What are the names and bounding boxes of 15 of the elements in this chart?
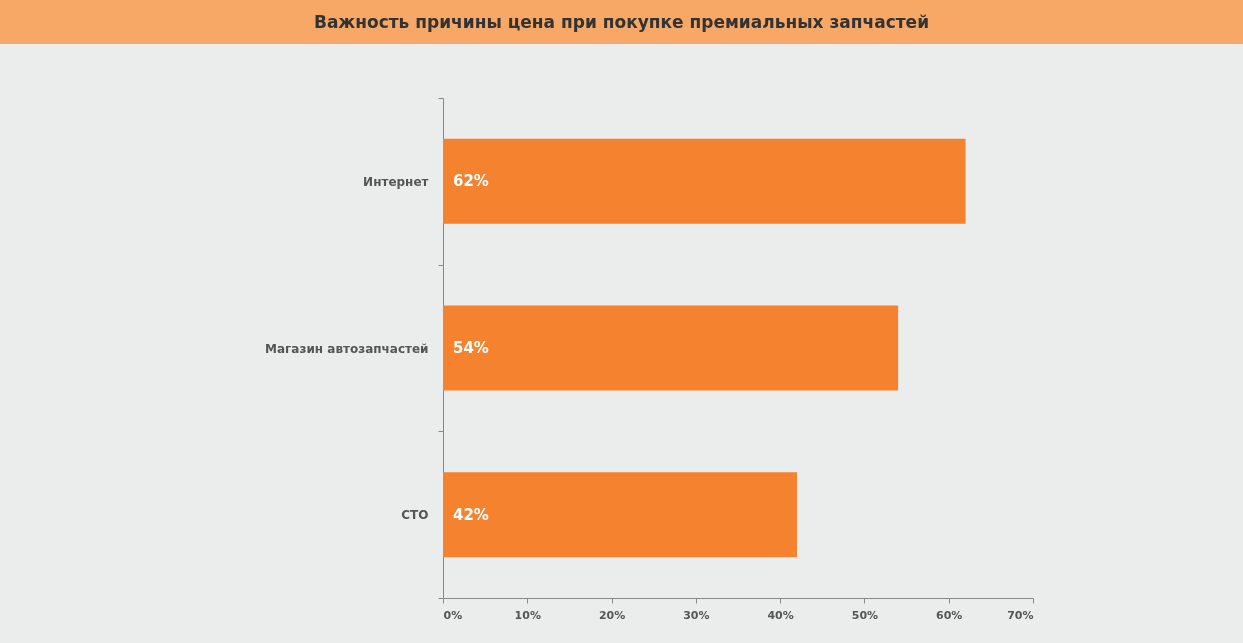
x-tick-label: 10% [514, 608, 541, 622]
x-tick-label: 30% [683, 608, 710, 622]
chart-title: Важность причины цена при покупке премиальных запчастей [0, 0, 1243, 44]
x-tick-label: 70% [1007, 608, 1034, 622]
x-tick-label: 60% [936, 608, 963, 622]
x-tick-label: 20% [598, 608, 626, 622]
data-label: 54% [453, 339, 489, 357]
x-tick-label: 40% [767, 608, 794, 622]
x-tick-label: 50% [851, 608, 879, 622]
y-tick-label: Магазин автозапчастей [265, 341, 429, 356]
y-tick-label: СТО [401, 508, 429, 523]
data-label: 62% [453, 172, 489, 191]
y-tick-label: Интернет [363, 174, 429, 189]
x-tick-label: 0% [443, 608, 463, 622]
data-label: 42% [453, 505, 489, 524]
